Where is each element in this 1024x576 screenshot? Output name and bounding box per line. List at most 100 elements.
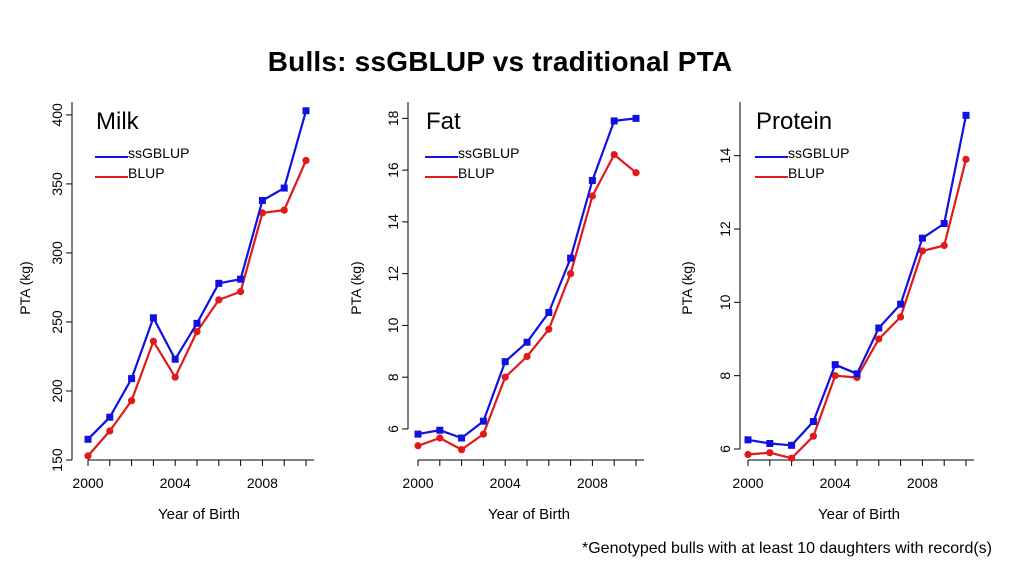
protein-point-blup [809, 432, 818, 440]
fat-point-ssgblup [479, 417, 487, 425]
fat-point-blup [610, 150, 618, 159]
milk-point-blup [149, 337, 157, 345]
protein-point-ssgblup [788, 441, 796, 449]
fat-y-tick-label: 8 [385, 373, 401, 381]
fat-point-ssgblup [458, 434, 466, 442]
fat-panel-title: Fat [426, 108, 461, 135]
protein-y-tick-label: 10 [717, 294, 733, 310]
protein-point-blup [918, 247, 927, 255]
milk-point-blup [171, 373, 179, 381]
milk-point-blup [84, 452, 92, 460]
milk-point-ssgblup [84, 435, 92, 443]
fat-series-line-ssgblup [417, 117, 637, 440]
milk-y-tick-label: 300 [49, 241, 65, 265]
protein-point-ssgblup [831, 361, 839, 369]
protein-point-ssgblup [766, 440, 774, 447]
protein-x-tick-label: 2008 [907, 475, 938, 491]
protein-point-ssgblup [897, 300, 905, 308]
protein-series-line-blup [747, 159, 968, 460]
fat-point-blup [479, 430, 487, 438]
fat-x-axis-label: Year of Birth [488, 506, 570, 523]
milk-x-axis-label: Year of Birth [158, 506, 240, 523]
fat-point-blup [414, 442, 422, 450]
protein-legend-label-ssgblup: ssGBLUP [788, 145, 849, 161]
fat-y-tick-label: 18 [385, 110, 401, 126]
milk-x-tick-label: 2004 [160, 475, 191, 491]
milk-y-tick-label: 250 [49, 310, 65, 334]
protein-point-blup [897, 313, 905, 321]
fat-y-axis-label: PTA (kg) [348, 261, 364, 314]
fat-y-tick-label: 16 [385, 162, 401, 178]
protein-point-ssgblup [940, 220, 948, 227]
protein-point-blup [766, 449, 774, 457]
protein-x-tick-label: 2000 [732, 475, 763, 491]
protein-y-tick-label: 6 [717, 445, 733, 453]
protein-point-ssgblup [744, 436, 752, 444]
fat-series-line-blup [417, 153, 637, 451]
protein-point-ssgblup [875, 324, 883, 332]
milk-x-tick-label: 2008 [247, 475, 278, 491]
milk-legend-label-ssgblup: ssGBLUP [128, 145, 189, 161]
protein-chart: 6 8 10 12 14 2000 2004 2008 Year of Birth PTA (kg… [679, 102, 974, 523]
milk-y-tick-label: 200 [49, 379, 65, 403]
milk-point-blup [193, 328, 201, 336]
protein-y-tick-label: 12 [717, 221, 733, 237]
milk-legend-label-blup: BLUP [128, 165, 165, 181]
protein-x-tick-label: 2004 [820, 475, 851, 491]
protein-panel-title: Protein [756, 108, 832, 135]
fat-y-tick-label: 12 [385, 266, 401, 282]
milk-point-blup [215, 296, 223, 304]
milk-point-blup [280, 206, 288, 214]
fat-point-ssgblup [523, 338, 531, 346]
milk-point-blup [128, 397, 136, 405]
fat-point-blup [632, 169, 640, 177]
milk-panel-title: Milk [96, 108, 140, 135]
milk-point-blup [302, 156, 310, 165]
milk-point-ssgblup [128, 375, 136, 383]
milk-point-ssgblup [215, 279, 223, 287]
fat-point-blup [545, 325, 553, 333]
fat-y-tick-label: 10 [385, 317, 401, 333]
milk-point-blup [237, 287, 245, 296]
protein-point-blup [831, 372, 839, 380]
fat-point-ssgblup [567, 254, 575, 262]
protein-point-blup [875, 335, 883, 343]
milk-point-ssgblup [106, 413, 114, 421]
milk-x-tick-label: 2000 [72, 475, 103, 491]
milk-point-ssgblup [171, 355, 179, 363]
fat-point-blup [458, 446, 466, 454]
fat-point-ssgblup [610, 117, 618, 125]
milk-y-axis-label: PTA (kg) [17, 261, 33, 314]
milk-chart: 150 200 250 300 350 400 2000 2004 2008 Year of Bi… [17, 102, 314, 523]
protein-point-ssgblup [918, 234, 926, 242]
protein-point-ssgblup [962, 111, 970, 119]
fat-point-blup [567, 270, 575, 278]
fat-point-ssgblup [436, 426, 444, 434]
milk-point-blup [106, 427, 114, 435]
milk-point-ssgblup [302, 107, 310, 115]
protein-point-ssgblup [809, 418, 817, 425]
fat-x-tick-label: 2004 [490, 475, 521, 491]
milk-y-tick-label: 400 [49, 103, 65, 127]
footnote: *Genotyped bulls with at least 10 daught… [582, 540, 992, 557]
fat-point-blup [501, 373, 509, 381]
fat-point-ssgblup [632, 114, 640, 122]
fat-y-tick-label: 6 [385, 425, 401, 433]
protein-point-blup [788, 454, 796, 462]
protein-point-ssgblup [853, 370, 861, 378]
fat-legend-label-blup: BLUP [458, 165, 495, 181]
fat-chart: 6 8 10 12 14 16 18 2000 2004 2008 Year of Birth PTA… [348, 102, 644, 523]
milk-point-ssgblup [280, 184, 288, 192]
fat-point-ssgblup [414, 430, 422, 438]
fat-point-ssgblup [501, 358, 509, 366]
fat-y-tick-label: 14 [385, 214, 401, 230]
milk-series-line-blup [87, 160, 308, 457]
milk-point-ssgblup [149, 314, 157, 322]
milk-point-ssgblup [237, 275, 245, 283]
protein-legend-label-blup: BLUP [788, 165, 825, 181]
fat-point-blup [523, 352, 531, 361]
fat-point-ssgblup [545, 308, 553, 316]
protein-y-tick-label: 8 [717, 372, 733, 380]
fat-x-tick-label: 2008 [577, 475, 608, 491]
